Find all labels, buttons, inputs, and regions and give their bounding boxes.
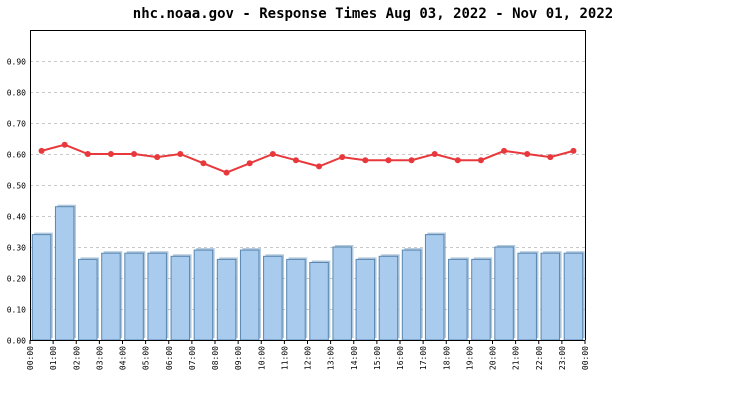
line-point-07:00	[200, 160, 207, 167]
line-point-01:00	[61, 141, 68, 148]
bar-08:00	[216, 258, 237, 341]
axes	[29, 30, 586, 344]
line-point-08:00	[223, 169, 230, 176]
line-point-10:00	[269, 151, 276, 157]
bar-01:00	[54, 206, 75, 341]
x-tick-label: 04:00	[119, 346, 128, 370]
line-point-23:00	[570, 147, 577, 154]
bar-10:00	[263, 255, 283, 341]
x-tick-label: 06:00	[165, 346, 174, 370]
line-point-21:00	[524, 151, 531, 157]
bar-21:00	[517, 252, 537, 341]
y-tick-label: 0.90	[7, 58, 26, 67]
x-tick-label: 01:00	[49, 346, 58, 370]
line-point-02:00	[84, 151, 91, 157]
bar-07:00	[193, 249, 214, 341]
x-tick-label: 11:00	[280, 346, 289, 370]
bar-14:00	[355, 258, 376, 341]
line-point-19:00	[477, 157, 484, 164]
line-point-20:00	[501, 147, 508, 154]
line-point-03:00	[107, 151, 114, 157]
x-tick-label: 23:00	[558, 346, 567, 370]
y-tick-label: 0.50	[7, 182, 26, 191]
bar-20:00	[494, 246, 514, 341]
x-tick-label: 09:00	[234, 346, 243, 370]
bar-19:00	[471, 258, 491, 341]
line-point-05:00	[154, 154, 161, 161]
y-tick-label: 0.80	[7, 89, 26, 98]
x-tick-label: 05:00	[142, 346, 151, 370]
x-tick-label: 10:00	[257, 346, 266, 370]
x-tick-label: 07:00	[188, 346, 197, 370]
response-line	[41, 143, 574, 174]
bar-17:00	[424, 234, 445, 341]
y-tick-label: 0.10	[7, 306, 26, 315]
line-point-11:00	[292, 157, 299, 164]
y-tick-label: 0.00	[7, 337, 26, 346]
bar-16:00	[401, 249, 422, 341]
line-point-16:00	[408, 157, 415, 164]
line-point-00:00	[38, 147, 45, 154]
bar-11:00	[286, 258, 306, 341]
y-tick-label: 0.30	[7, 244, 26, 253]
bar-04:00	[124, 252, 144, 341]
line-point-13:00	[339, 154, 346, 161]
x-tick-label: 03:00	[95, 346, 104, 370]
bar-03:00	[101, 252, 121, 341]
bar-09:00	[239, 249, 260, 341]
chart-title: nhc.noaa.gov - Response Times Aug 03, 20…	[133, 6, 613, 22]
line-point-12:00	[316, 163, 323, 170]
line-point-22:00	[547, 154, 554, 161]
x-tick-label: 14:00	[350, 346, 359, 370]
x-tick-label: 13:00	[327, 346, 336, 370]
bar-12:00	[309, 262, 329, 341]
bar-23:00	[563, 252, 584, 341]
x-tick-label: 00:00	[26, 346, 35, 370]
line-point-09:00	[246, 160, 253, 167]
y-tick-label: 0.40	[7, 213, 26, 222]
x-tick-label: 19:00	[465, 346, 474, 370]
y-tick-labels: 0.00 0.10 0.20 0.30 0.40 0.50 0.60 0.70 0.80 0.90	[7, 58, 26, 346]
x-tick-label: 17:00	[419, 346, 428, 370]
x-tick-label: 22:00	[535, 346, 544, 370]
bar-06:00	[170, 255, 191, 341]
y-tick-label: 0.20	[7, 275, 26, 284]
x-tick-label: 15:00	[373, 346, 382, 370]
bar-00:00	[31, 234, 52, 341]
bar-05:00	[147, 252, 167, 341]
x-tick-label: 20:00	[489, 346, 498, 370]
line-point-06:00	[177, 151, 184, 157]
line-point-18:00	[454, 157, 461, 164]
bar-series	[31, 204, 585, 341]
bar-22:00	[540, 252, 561, 341]
bar-02:00	[78, 258, 98, 341]
line-point-15:00	[385, 157, 392, 164]
x-tick-label: 12:00	[304, 346, 313, 370]
x-tick-labels: 00:00 01:00 02:00 03:00 04:00 05:00 06:00 07:00…	[26, 346, 590, 370]
x-tick-label: 02:00	[72, 346, 81, 370]
x-tick-label: 08:00	[211, 346, 220, 370]
bar-13:00	[332, 246, 352, 341]
x-tick-label: 21:00	[512, 346, 521, 370]
x-tick-label: 00:00	[581, 346, 590, 370]
line-series	[38, 141, 577, 176]
line-point-17:00	[431, 151, 438, 157]
x-tick-label: 16:00	[396, 346, 405, 370]
line-point-04:00	[131, 151, 138, 157]
y-tick-label: 0.60	[7, 151, 26, 160]
bar-18:00	[448, 258, 468, 341]
x-tick-label: 18:00	[442, 346, 451, 370]
line-point-14:00	[362, 157, 369, 164]
y-tick-label: 0.70	[7, 120, 26, 129]
bar-15:00	[378, 255, 399, 341]
